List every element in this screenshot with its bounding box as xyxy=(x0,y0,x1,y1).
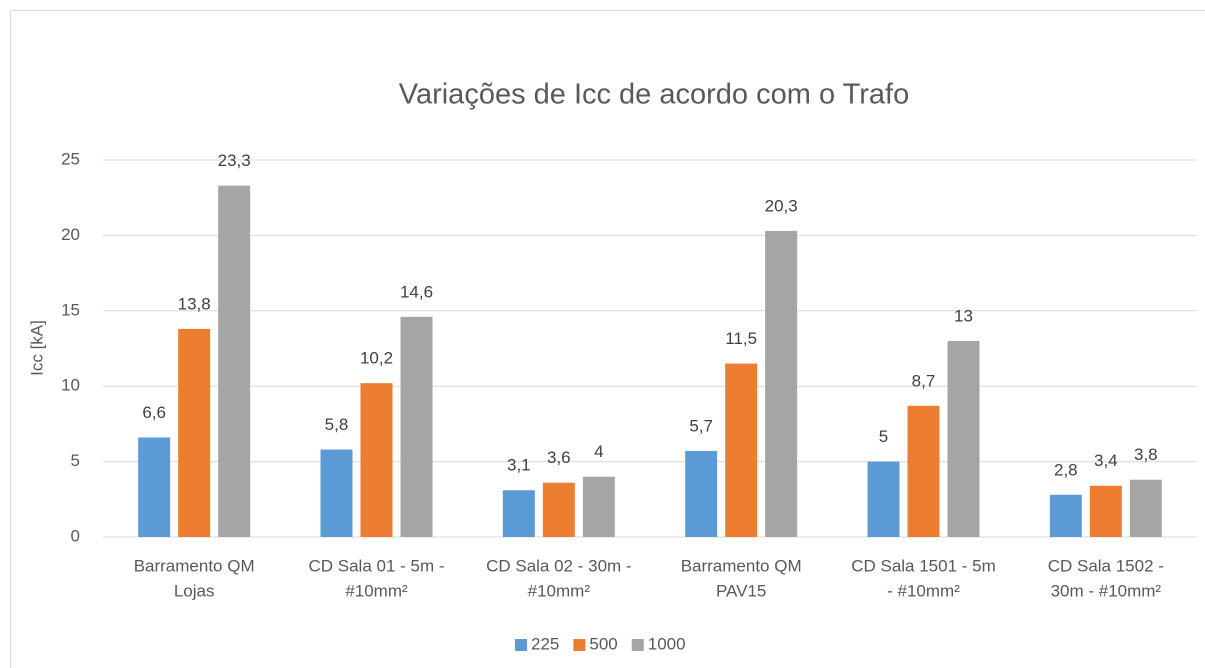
x-tick-label: CD Sala 1501 - 5m xyxy=(851,556,996,575)
value-label: 3,6 xyxy=(547,448,571,467)
value-label: 6,6 xyxy=(142,403,166,422)
value-label: 23,3 xyxy=(218,151,251,170)
value-label: 5,8 xyxy=(325,415,349,434)
bar xyxy=(178,328,211,537)
value-label: 2,8 xyxy=(1054,460,1078,479)
value-label: 5,7 xyxy=(689,417,713,436)
bar xyxy=(725,363,758,537)
bar xyxy=(685,451,718,537)
x-tick-label: Barramento QM xyxy=(681,556,802,575)
legend-swatch xyxy=(515,639,527,651)
bar xyxy=(907,405,940,537)
y-tick-label: 5 xyxy=(71,451,80,470)
bar xyxy=(542,482,575,537)
value-label: 13 xyxy=(954,306,973,325)
x-tick-label: Lojas xyxy=(174,581,215,600)
y-tick-label: 25 xyxy=(61,149,80,168)
bar xyxy=(320,449,353,537)
bar xyxy=(765,230,798,537)
x-tick-label: PAV15 xyxy=(716,581,766,600)
value-label: 10,2 xyxy=(360,349,393,368)
x-tick-label: - #10mm² xyxy=(887,581,960,600)
bar xyxy=(1049,494,1082,537)
value-label: 13,8 xyxy=(178,294,211,313)
value-label: 3,1 xyxy=(507,456,531,475)
y-tick-label: 20 xyxy=(61,225,80,244)
value-label: 8,7 xyxy=(912,371,936,390)
value-label: 20,3 xyxy=(765,196,798,215)
value-label: 4 xyxy=(594,442,603,461)
legend-label: 1000 xyxy=(648,634,686,653)
legend-swatch xyxy=(631,639,644,651)
x-tick-label: #10mm² xyxy=(528,581,591,600)
x-tick-label: CD Sala 02 - 30m - xyxy=(486,556,632,575)
legend-swatch xyxy=(573,639,586,651)
y-tick-label: 0 xyxy=(71,526,80,545)
value-label: 11,5 xyxy=(725,329,757,348)
x-tick-label: 30m - #10mm² xyxy=(1051,581,1162,600)
bar xyxy=(1129,479,1162,537)
bar xyxy=(867,461,900,537)
bar xyxy=(360,383,393,537)
chart-title: Variações de Icc de acordo com o Trafo xyxy=(399,79,909,111)
value-label: 5 xyxy=(879,427,888,446)
x-tick-label: CD Sala 01 - 5m - xyxy=(308,556,444,575)
bar xyxy=(502,490,535,537)
value-label: 3,8 xyxy=(1134,445,1158,464)
bar xyxy=(400,316,433,537)
legend-label: 225 xyxy=(531,634,559,653)
bar xyxy=(218,185,251,538)
x-tick-label: Barramento QM xyxy=(134,556,255,575)
y-tick-label: 10 xyxy=(61,376,80,395)
bar xyxy=(1089,485,1122,537)
value-label: 14,6 xyxy=(400,282,433,301)
value-label: 3,4 xyxy=(1094,451,1118,470)
legend-label: 500 xyxy=(589,634,617,653)
y-tick-label: 15 xyxy=(61,300,80,319)
x-tick-label: CD Sala 1502 - xyxy=(1048,556,1164,575)
bar xyxy=(138,437,171,537)
bar xyxy=(582,476,615,537)
bar xyxy=(947,340,980,537)
x-tick-label: #10mm² xyxy=(345,581,408,600)
y-axis-label: Icc [kA] xyxy=(27,320,46,376)
